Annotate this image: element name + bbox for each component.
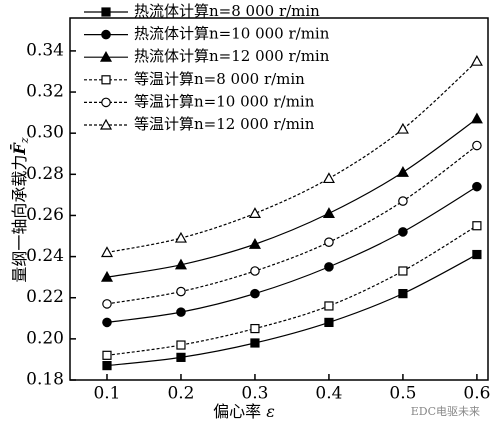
marker <box>176 340 186 350</box>
y-tick-label: 0.26 <box>26 205 64 225</box>
marker <box>248 207 261 218</box>
x-axis-label: 偏心率 ε <box>213 402 275 421</box>
marker <box>250 323 260 334</box>
y-tick-label: 0.24 <box>26 246 64 266</box>
y-tick-label: 0.34 <box>26 40 64 60</box>
marker <box>398 266 408 276</box>
series-line <box>106 254 478 367</box>
series-line <box>106 145 478 305</box>
marker <box>101 29 111 40</box>
y-tick-label: 0.28 <box>26 164 64 184</box>
legend-label: 热流体计算n=12 000 r/min <box>134 47 330 65</box>
marker <box>396 122 409 134</box>
marker <box>470 112 483 124</box>
marker <box>324 301 334 311</box>
watermark: EDC电驱未来 <box>411 405 480 418</box>
marker <box>176 352 186 362</box>
y-tick-label: 0.22 <box>26 287 64 307</box>
marker <box>324 317 334 328</box>
marker <box>398 196 408 206</box>
marker <box>472 181 482 192</box>
marker <box>250 266 260 276</box>
x-tick-label: 0.6 <box>463 384 490 404</box>
marker <box>101 75 111 85</box>
y-tick-label: 0.32 <box>26 82 64 102</box>
series-line <box>106 225 478 356</box>
legend-label: 热流体计算n=8 000 r/min <box>134 2 320 20</box>
marker <box>472 221 482 231</box>
marker <box>176 286 186 297</box>
marker <box>174 258 187 270</box>
marker <box>101 7 111 17</box>
marker <box>102 299 112 309</box>
marker <box>472 140 482 151</box>
plot-frame <box>69 17 489 381</box>
legend-label: 等温计算n=8 000 r/min <box>134 70 305 88</box>
x-tick-label: 0.2 <box>167 384 194 404</box>
marker <box>99 50 113 62</box>
x-tick-label: 0.3 <box>241 384 268 404</box>
marker <box>472 249 482 260</box>
legend-label: 热流体计算n=10 000 r/min <box>134 25 330 43</box>
x-tick-label: 0.4 <box>315 384 342 404</box>
marker <box>100 270 114 282</box>
y-axis-label: 量纲一轴向承载力F̄z <box>9 137 31 282</box>
x-tick-label: 0.1 <box>93 384 120 404</box>
series-line <box>106 60 478 254</box>
marker <box>100 246 114 258</box>
legend-label: 等温计算n=12 000 r/min <box>134 115 315 133</box>
marker <box>324 262 334 272</box>
marker <box>248 238 261 249</box>
marker <box>250 288 260 299</box>
y-tick-label: 0.20 <box>26 328 64 348</box>
marker <box>102 350 112 360</box>
x-tick-label: 0.5 <box>389 384 416 404</box>
marker <box>174 231 187 243</box>
marker <box>470 54 483 66</box>
marker <box>324 237 334 247</box>
marker <box>99 118 113 130</box>
marker <box>101 97 111 108</box>
marker <box>102 361 112 371</box>
marker <box>398 289 408 299</box>
marker <box>398 227 408 237</box>
y-tick-label: 0.18 <box>26 370 64 390</box>
marker <box>102 317 112 328</box>
marker <box>396 166 409 177</box>
series-line <box>106 186 478 324</box>
legend-label: 等温计算n=10 000 r/min <box>134 92 315 110</box>
series-line <box>106 118 478 278</box>
marker <box>176 307 186 317</box>
marker <box>322 172 335 184</box>
y-tick-label: 0.30 <box>26 123 64 143</box>
marker <box>322 207 335 218</box>
marker <box>250 338 260 348</box>
